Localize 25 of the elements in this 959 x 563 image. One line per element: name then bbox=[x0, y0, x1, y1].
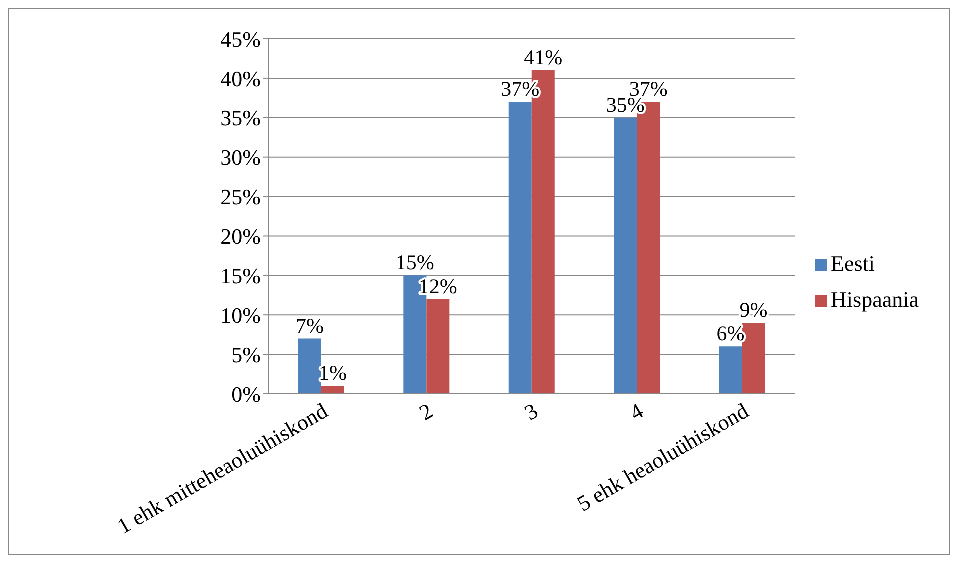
data-label: 15% bbox=[396, 250, 434, 275]
y-tick-label: 5% bbox=[232, 342, 261, 368]
y-tick-label: 10% bbox=[220, 302, 261, 328]
bar bbox=[508, 102, 532, 394]
bar bbox=[719, 346, 742, 394]
bar bbox=[321, 386, 344, 394]
bar bbox=[426, 299, 450, 394]
y-tick-label: 30% bbox=[220, 145, 261, 170]
legend-label: Hispaania bbox=[831, 286, 919, 312]
y-tick-label: 15% bbox=[220, 263, 261, 288]
y-tick-label: 45% bbox=[220, 26, 261, 52]
bar bbox=[614, 118, 638, 394]
x-tick-label: 3 bbox=[520, 398, 542, 426]
y-tick-label: 40% bbox=[220, 66, 261, 92]
y-tick-label: 20% bbox=[220, 224, 261, 250]
x-tick-label: 2 bbox=[415, 398, 438, 426]
data-label: 9% bbox=[740, 298, 768, 322]
y-tick-label: 35% bbox=[220, 106, 261, 131]
y-tick-label: 0% bbox=[232, 382, 261, 407]
bar bbox=[298, 338, 322, 394]
y-tick-label: 25% bbox=[220, 184, 261, 210]
bar bbox=[742, 323, 766, 394]
data-label: 7% bbox=[296, 314, 324, 338]
legend-label: Eesti bbox=[831, 250, 876, 276]
data-label: 41% bbox=[524, 46, 563, 70]
